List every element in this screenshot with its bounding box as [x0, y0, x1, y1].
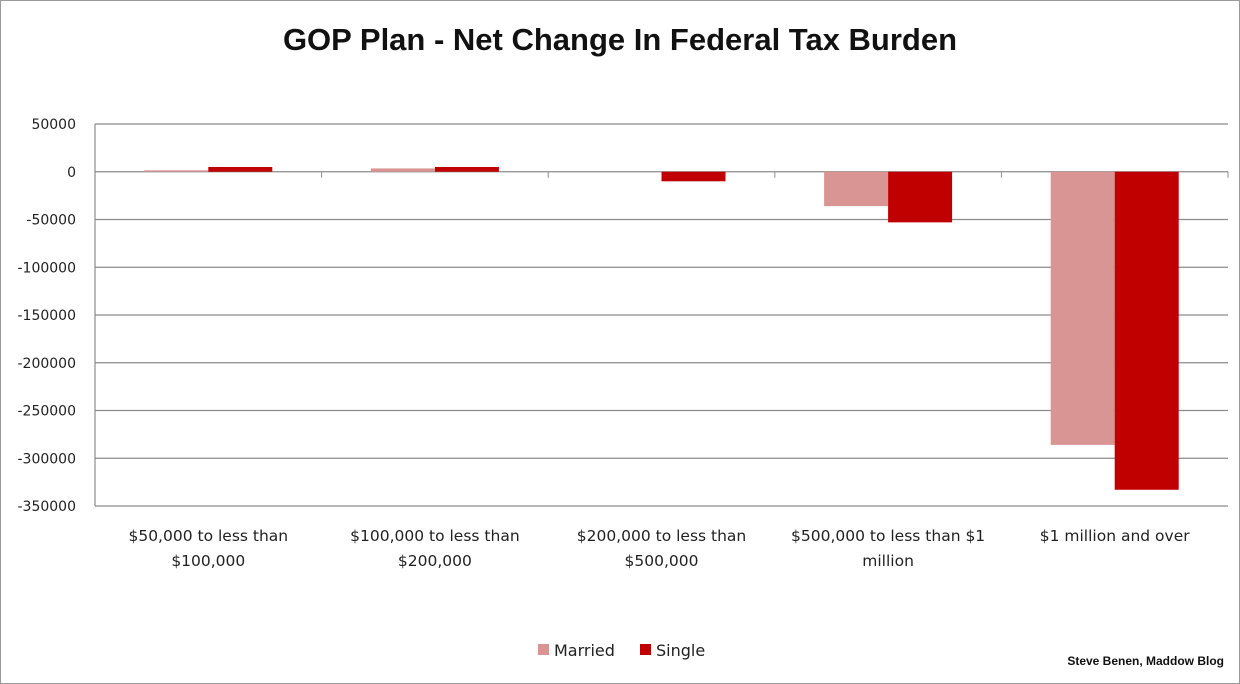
bar-single-5 — [1114, 171, 1179, 490]
legend-swatch-single — [640, 644, 651, 655]
y-tick-label: 0 — [67, 165, 76, 181]
y-tick-label: 50000 — [31, 117, 76, 133]
bars — [144, 166, 1179, 490]
category-label: $1 million and over — [1040, 527, 1190, 545]
legend-swatch-married — [538, 644, 549, 655]
legend-label-single: Single — [656, 641, 705, 660]
bar-married-1 — [144, 170, 209, 172]
y-axis: 50000 0 -50000 -100000 -150000 -200000 -250000… — [18, 117, 96, 515]
bar-single-3 — [661, 171, 726, 182]
y-tick-label: -150000 — [18, 308, 77, 324]
y-tick-label: -250000 — [18, 404, 77, 420]
y-tick-label: -300000 — [18, 451, 77, 467]
bar-single-2 — [434, 166, 499, 172]
chart-title: GOP Plan - Net Change In Federal Tax Bur… — [282, 22, 958, 57]
legend-label-married: Married — [554, 641, 615, 660]
y-tick-label: -50000 — [26, 213, 76, 229]
gridlines — [95, 123, 1228, 507]
category-label: $200,000 to less than — [577, 527, 747, 545]
x-axis: $50,000 to less than $100,000 $100,000 to … — [94, 171, 1229, 570]
y-tick-label: -200000 — [18, 356, 77, 372]
category-label: $100,000 to less than — [350, 527, 520, 545]
bar-married-4 — [824, 171, 889, 207]
bar-single-4 — [888, 171, 953, 223]
category-label: $50,000 to less than — [128, 527, 288, 545]
category-label: $500,000 to less than $1 — [791, 527, 985, 545]
bar-married-5 — [1050, 171, 1115, 445]
y-tick-label: -350000 — [18, 499, 77, 515]
bar-married-2 — [370, 168, 435, 172]
legend: Married Single — [538, 641, 705, 660]
category-label: $100,000 — [171, 552, 245, 570]
category-label: $200,000 — [398, 552, 472, 570]
y-tick-label: -100000 — [18, 260, 77, 276]
bar-single-1 — [208, 166, 273, 172]
category-label: million — [862, 552, 914, 570]
category-label: $500,000 — [625, 552, 699, 570]
credit-text: Steve Benen, Maddow Blog — [1067, 654, 1224, 668]
